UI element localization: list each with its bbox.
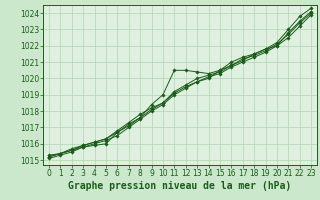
X-axis label: Graphe pression niveau de la mer (hPa): Graphe pression niveau de la mer (hPa) <box>68 181 292 191</box>
